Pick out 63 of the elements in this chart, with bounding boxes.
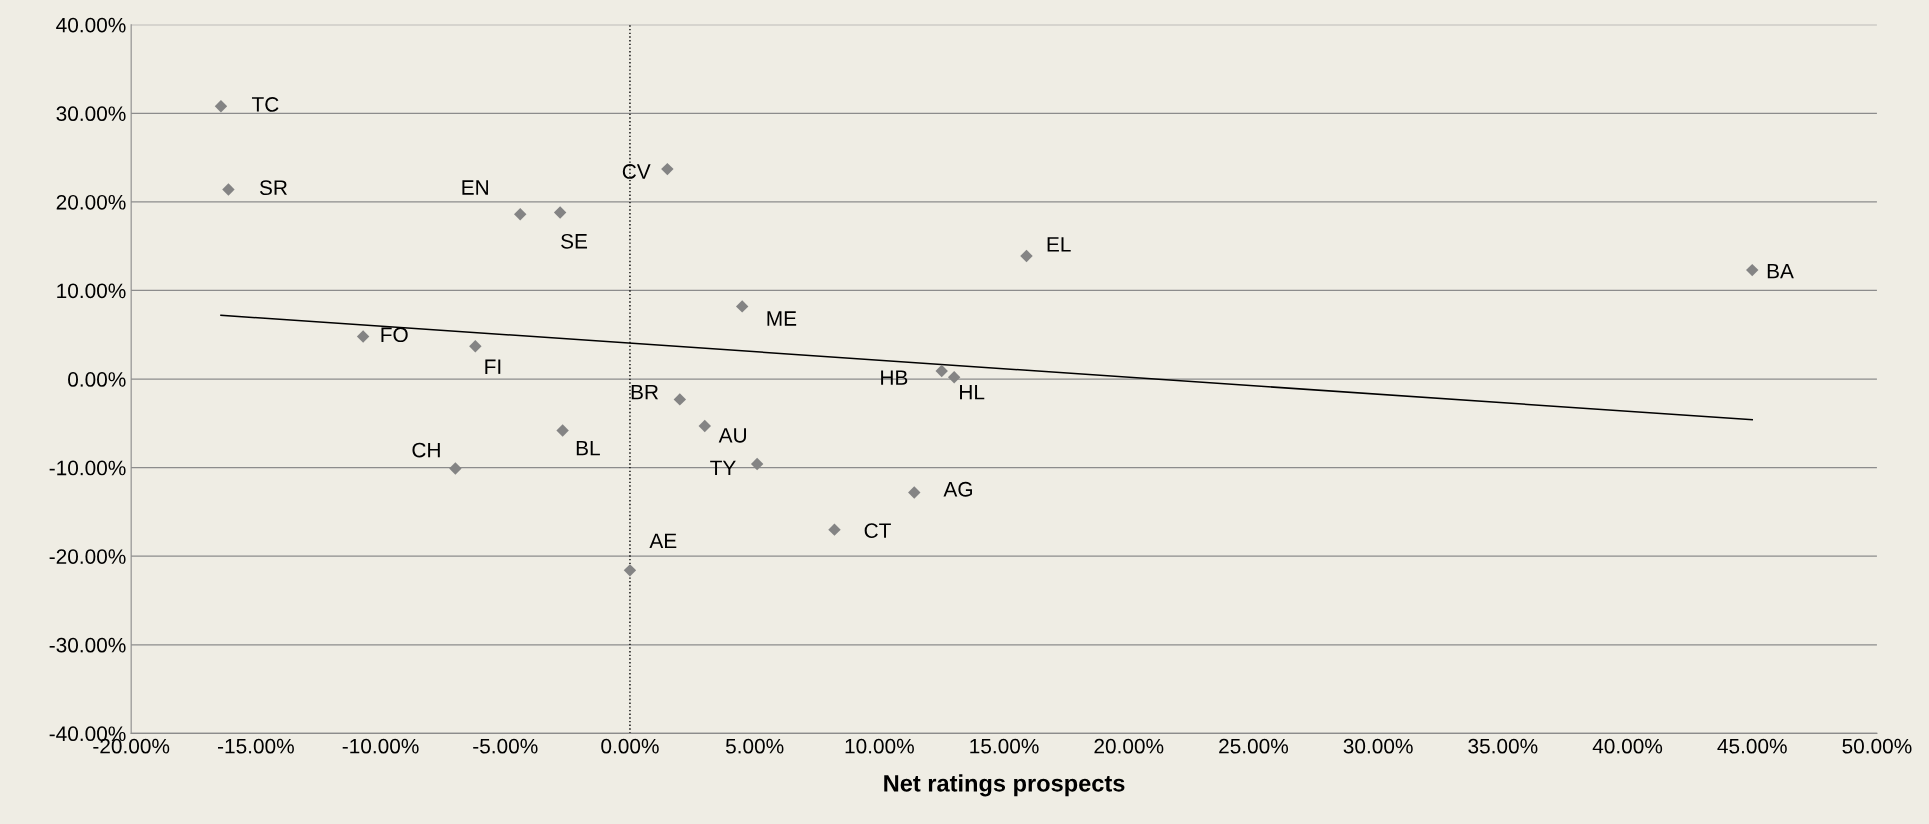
point bbox=[222, 183, 235, 196]
annotation: EN bbox=[462, 180, 488, 195]
x-tick-label: 45.00% bbox=[1717, 738, 1787, 754]
point bbox=[356, 330, 370, 343]
annotation: BA bbox=[1767, 263, 1794, 279]
point bbox=[673, 393, 687, 406]
point bbox=[698, 419, 711, 433]
annotation: CV bbox=[622, 164, 651, 179]
y-tick-label: 20.00% bbox=[56, 194, 126, 210]
annotation: SR bbox=[259, 180, 287, 196]
annotation: AU bbox=[718, 428, 746, 443]
point bbox=[1020, 249, 1033, 263]
x-tick-label: 20.00% bbox=[1094, 738, 1164, 754]
x-tick-label: 15.00% bbox=[970, 738, 1039, 754]
point bbox=[935, 364, 948, 378]
annotation: FO bbox=[381, 327, 408, 343]
point bbox=[947, 371, 961, 384]
annotation: SE bbox=[561, 233, 588, 249]
y-tick-label: 30.00% bbox=[56, 106, 126, 122]
point bbox=[623, 564, 637, 577]
annotation: BR bbox=[631, 384, 659, 400]
y-tick-label: 40.00% bbox=[56, 17, 126, 33]
annotation: BL bbox=[576, 440, 600, 456]
x-tick-label: -15.00% bbox=[218, 738, 294, 754]
point bbox=[735, 300, 749, 313]
point bbox=[514, 208, 527, 221]
point bbox=[449, 462, 462, 475]
annotation: CH bbox=[412, 442, 440, 458]
point bbox=[553, 206, 567, 219]
annotation: FI bbox=[485, 359, 501, 374]
annotation: EL bbox=[1047, 237, 1071, 252]
x-tick-label: 30.00% bbox=[1343, 738, 1413, 754]
point bbox=[556, 424, 569, 437]
point bbox=[214, 100, 228, 113]
annotation: ME bbox=[767, 311, 797, 326]
x-tick-label: 40.00% bbox=[1592, 738, 1663, 754]
point bbox=[750, 457, 764, 471]
y-tick-label: 10.00% bbox=[57, 283, 126, 299]
annotation: TY bbox=[710, 460, 736, 476]
x-tick-label: 35.00% bbox=[1468, 738, 1538, 754]
x-tick-label: 0.00% bbox=[601, 738, 659, 754]
point bbox=[1746, 263, 1759, 277]
annotation: CT bbox=[864, 523, 891, 538]
annotation: TC bbox=[251, 97, 279, 112]
point bbox=[661, 162, 674, 176]
point bbox=[908, 486, 921, 499]
annotation: AG bbox=[943, 481, 972, 497]
x-tick-label: -5.00% bbox=[473, 738, 538, 754]
x-tick-label: 5.00% bbox=[725, 738, 784, 754]
y-tick-label: -10.00% bbox=[49, 460, 126, 476]
annotation: HL bbox=[960, 384, 985, 400]
y-tick-label: -20.00% bbox=[49, 549, 126, 564]
x-axis-title: Net ratings prospects bbox=[884, 774, 1125, 797]
x-tick-label: -10.00% bbox=[342, 738, 419, 754]
x-tick-label: 25.00% bbox=[1219, 738, 1289, 754]
x-tick-label: 50.00% bbox=[1842, 738, 1912, 754]
y-tick-label: 0.00% bbox=[68, 372, 126, 387]
point bbox=[469, 340, 482, 353]
annotation: HB bbox=[881, 370, 908, 385]
y-tick-label: -30.00% bbox=[49, 637, 126, 653]
x-tick-label: 10.00% bbox=[845, 738, 914, 754]
annotation: AE bbox=[649, 533, 677, 548]
point bbox=[828, 523, 841, 536]
